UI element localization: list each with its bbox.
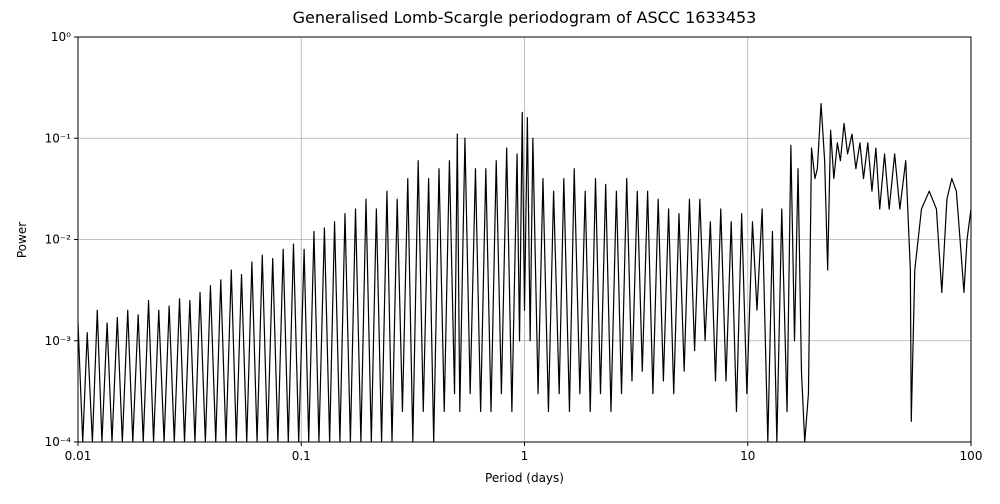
x-tick-label: 10: [740, 449, 755, 463]
y-tick-label: 10⁰: [51, 30, 71, 44]
y-tick-label: 10⁻³: [45, 334, 72, 348]
series-line: [78, 102, 971, 442]
x-tick-label: 0.1: [292, 449, 311, 463]
x-tick-label: 0.01: [65, 449, 92, 463]
ticks: 0.01 0.1 1 10 100 10⁻⁴ 10⁻³ 10⁻² 10⁻¹ 10⁰: [45, 30, 983, 463]
chart-title: Generalised Lomb-Scargle periodogram of …: [293, 8, 757, 27]
y-tick-label: 10⁻⁴: [45, 435, 72, 449]
y-tick-label: 10⁻¹: [45, 131, 72, 145]
plot-area: [78, 102, 971, 442]
y-tick-label: 10⁻²: [45, 233, 72, 247]
y-axis-label: Power: [15, 222, 29, 258]
x-tick-label: 1: [521, 449, 529, 463]
x-tick-label: 100: [960, 449, 983, 463]
x-axis-label: Period (days): [485, 471, 564, 485]
